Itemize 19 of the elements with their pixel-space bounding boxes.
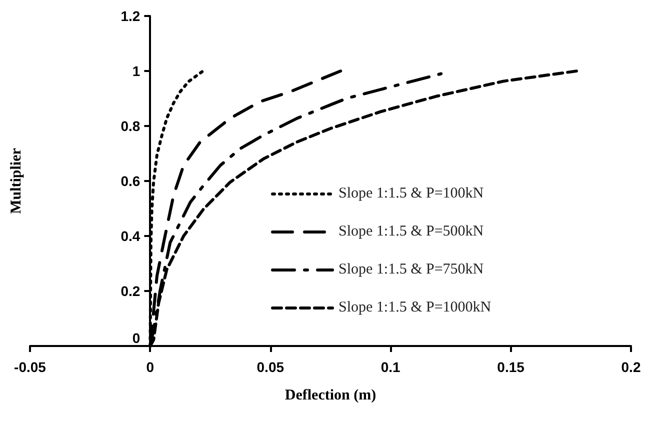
- y-tick-label: 0: [132, 330, 140, 346]
- y-tick-label: 1.2: [120, 8, 140, 24]
- x-tick-label: 0.05: [256, 359, 284, 375]
- y-tick-label: 0.6: [120, 173, 140, 189]
- y-axis-title: Multiplier: [8, 148, 24, 214]
- x-tick-label: -0.05: [14, 359, 46, 375]
- x-tick-label: 0.15: [497, 359, 525, 375]
- legend-label: Slope 1:1.5 & P=750kN: [338, 262, 484, 278]
- legend-label: Slope 1:1.5 & P=1000kN: [338, 300, 492, 316]
- legend-label: Slope 1:1.5 & P=500kN: [338, 224, 484, 240]
- x-tick-label: 0.2: [621, 359, 641, 375]
- x-tick-label: 0.1: [380, 359, 401, 375]
- x-axis-title: Deflection (m): [284, 388, 376, 404]
- y-tick-label: 0.2: [120, 283, 140, 299]
- legend-label: Slope 1:1.5 & P=100kN: [338, 186, 484, 202]
- y-tick-label: 1: [132, 63, 140, 79]
- y-tick-label: 0.8: [120, 118, 140, 134]
- x-tick-label: 0: [146, 359, 154, 375]
- y-tick-label: 0.4: [120, 228, 140, 244]
